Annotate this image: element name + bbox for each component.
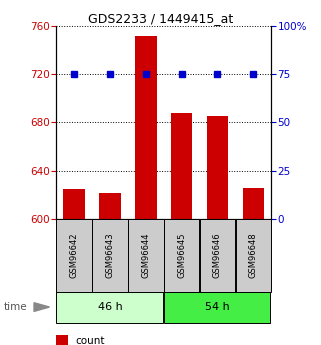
Bar	[171, 113, 192, 219]
Polygon shape	[34, 303, 49, 312]
Text: 54 h: 54 h	[205, 302, 230, 312]
Text: time: time	[3, 302, 27, 312]
Bar	[56, 292, 163, 323]
Text: GSM96646: GSM96646	[213, 233, 222, 278]
Text: GSM96644: GSM96644	[141, 233, 150, 278]
Bar	[135, 36, 157, 219]
Bar	[128, 219, 163, 292]
Text: count: count	[75, 336, 105, 345]
Text: GDS2233 / 1449415_at: GDS2233 / 1449415_at	[88, 12, 233, 25]
Bar	[207, 117, 228, 219]
Bar	[236, 219, 271, 292]
Bar	[92, 219, 128, 292]
Bar	[164, 219, 199, 292]
Bar	[164, 292, 270, 323]
Bar	[56, 335, 68, 345]
Text: GSM96645: GSM96645	[177, 233, 186, 278]
Bar	[243, 188, 264, 219]
Text: GSM96642: GSM96642	[70, 233, 79, 278]
Bar	[200, 219, 235, 292]
Bar	[99, 193, 121, 219]
Text: 46 h: 46 h	[98, 302, 122, 312]
Text: GSM96648: GSM96648	[249, 233, 258, 278]
Text: GSM96643: GSM96643	[105, 233, 115, 278]
Bar	[56, 219, 92, 292]
Bar	[63, 189, 85, 219]
